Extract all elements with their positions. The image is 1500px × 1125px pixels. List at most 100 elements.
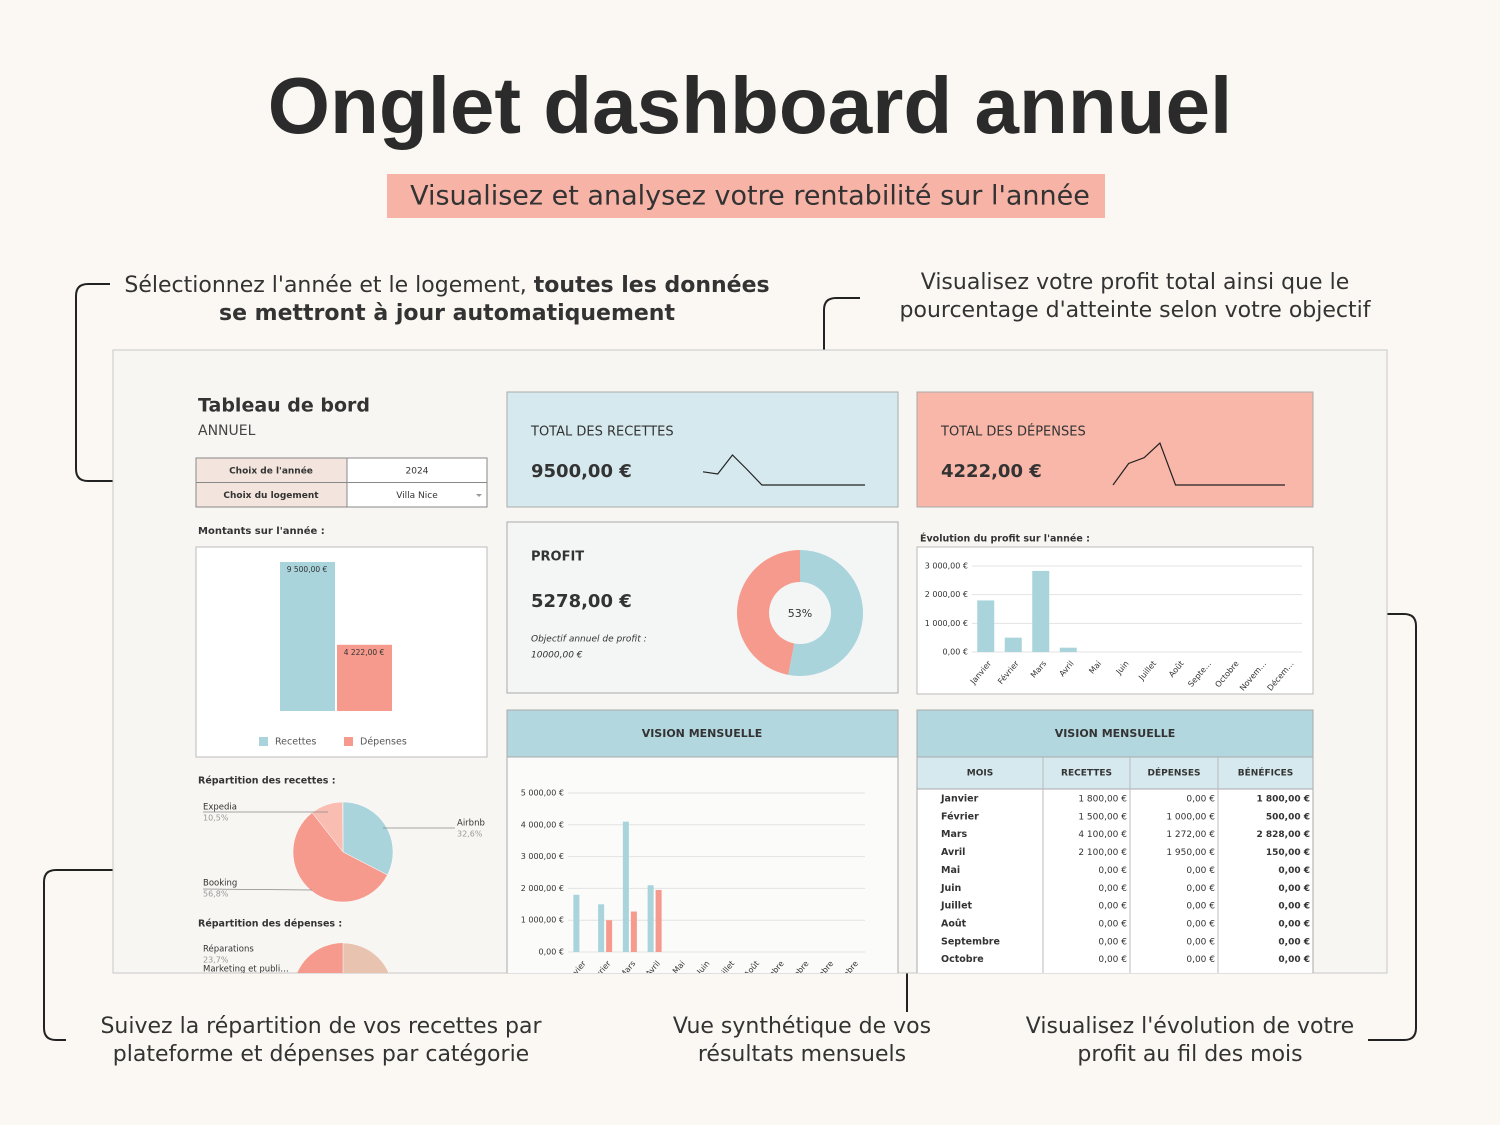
table-title: VISION MENSUELLE bbox=[1055, 727, 1176, 740]
pie-slice bbox=[342, 942, 390, 973]
y-tick-label: 2 000,00 € bbox=[521, 884, 564, 893]
callout-text: Visualisez l'évolution de votre bbox=[1026, 1014, 1354, 1039]
table-cell: Avril bbox=[941, 847, 965, 858]
kpi-box bbox=[506, 391, 899, 508]
panel bbox=[195, 546, 488, 758]
table-cell: 0,00 € bbox=[1278, 902, 1310, 912]
table-cell: 0,00 € bbox=[1186, 955, 1215, 965]
kpi-label: TOTAL DES RECETTES bbox=[530, 425, 674, 440]
callout-text: plateforme et dépenses par catégorie bbox=[113, 1042, 529, 1067]
donut-segment bbox=[788, 550, 863, 676]
donut-label: 53% bbox=[788, 607, 812, 620]
slice-value: 32,6% bbox=[457, 830, 483, 839]
legend-label: Recettes bbox=[275, 737, 316, 748]
callout: Sélectionnez l'année et le logement, tou… bbox=[124, 273, 769, 298]
table-header: RECETTES bbox=[1061, 769, 1112, 779]
table-cell: 0,00 € bbox=[1098, 955, 1127, 965]
table-cell: 2 828,00 € bbox=[1256, 830, 1310, 840]
dashboard-subtitle: ANNUEL bbox=[198, 423, 256, 439]
table-cell: 1 800,00 € bbox=[1078, 795, 1127, 805]
chart-title: Répartition des dépenses : bbox=[198, 919, 342, 930]
callout-text: profit au fil des mois bbox=[1077, 1042, 1302, 1067]
y-tick-label: 4 000,00 € bbox=[521, 820, 564, 829]
chart-title: Évolution du profit sur l'année : bbox=[920, 533, 1090, 545]
table-cell: 0,00 € bbox=[1186, 884, 1215, 894]
dashboard-title: Tableau de bord bbox=[198, 395, 370, 417]
y-tick-label: 0,00 € bbox=[539, 948, 564, 957]
kpi-label: TOTAL DES DÉPENSES bbox=[940, 424, 1086, 440]
table-cell: 1 500,00 € bbox=[1078, 812, 1127, 822]
table-cell: 0,00 € bbox=[1278, 866, 1310, 876]
callout-text: Suivez la répartition de vos recettes pa… bbox=[100, 1014, 542, 1039]
kpi-value: 9500,00 € bbox=[531, 461, 632, 482]
bar bbox=[977, 600, 995, 652]
bar bbox=[606, 920, 613, 952]
chart-title: Répartition des recettes : bbox=[198, 776, 336, 787]
data-label: 4 222,00 € bbox=[344, 648, 385, 657]
dashboard: Tableau de bord ANNUEL Choix de l'année 2… bbox=[195, 391, 1314, 975]
table-header: BÉNÉFICES bbox=[1238, 767, 1293, 779]
legend-label: Dépenses bbox=[360, 737, 407, 748]
table-cell: 1 800,00 € bbox=[1256, 795, 1310, 805]
bar bbox=[655, 889, 662, 952]
table-cell: 0,00 € bbox=[1098, 866, 1127, 876]
selector-value: 2024 bbox=[406, 467, 429, 477]
table-cell: 0,00 € bbox=[1278, 884, 1310, 894]
selector-label-cell bbox=[195, 457, 348, 483]
arrow bbox=[43, 869, 158, 1041]
selector-label-cell bbox=[195, 482, 348, 508]
kpi-box bbox=[916, 391, 1314, 508]
bar bbox=[1059, 647, 1077, 652]
table-cell: 500,00 € bbox=[1266, 812, 1310, 822]
slice-label: Marketing et publi… bbox=[203, 965, 289, 975]
slice-value: 10,5% bbox=[203, 814, 229, 823]
panel-header bbox=[916, 709, 1314, 758]
slice-label: Réparations bbox=[203, 944, 254, 955]
panel-header bbox=[506, 709, 899, 758]
bar bbox=[1032, 570, 1050, 652]
panel-title: VISION MENSUELLE bbox=[642, 727, 763, 740]
table-cell: 0,00 € bbox=[1098, 902, 1127, 912]
bar bbox=[280, 562, 335, 711]
pie-slice bbox=[311, 801, 344, 853]
arrow bbox=[1254, 613, 1417, 1041]
table-cell: Février bbox=[941, 811, 979, 822]
callout-bold: toutes les données bbox=[534, 273, 770, 298]
bar bbox=[647, 885, 654, 952]
callout-text: Sélectionnez l'année et le logement, bbox=[124, 273, 526, 298]
y-tick-label: 5 000,00 € bbox=[521, 789, 564, 798]
page-title: Onglet dashboard annuel bbox=[268, 61, 1233, 150]
table-cell: 1 272,00 € bbox=[1166, 830, 1215, 840]
page-subtitle: Visualisez et analysez votre rentabilité… bbox=[410, 181, 1090, 212]
pie-slice bbox=[292, 812, 388, 903]
donut-remainder bbox=[737, 550, 800, 675]
bar bbox=[622, 821, 629, 952]
legend-swatch bbox=[344, 737, 353, 746]
bar bbox=[573, 894, 580, 952]
table-cell: 4 100,00 € bbox=[1078, 830, 1127, 840]
bar bbox=[1004, 637, 1022, 652]
table-cell: 0,00 € bbox=[1278, 919, 1310, 929]
slice-value: 23,7% bbox=[203, 956, 229, 965]
table-cell: Septembre bbox=[941, 936, 1000, 947]
selector-value-cell[interactable] bbox=[346, 482, 488, 508]
note: 10000,00 € bbox=[531, 651, 583, 661]
subtitle-band bbox=[387, 174, 1105, 218]
y-tick-label: 3 000,00 € bbox=[925, 562, 968, 571]
table-cell: Mars bbox=[941, 829, 968, 840]
callout-text: Visualisez votre profit total ainsi que … bbox=[921, 270, 1349, 295]
sparkline bbox=[1112, 441, 1285, 486]
table-cell: 150,00 € bbox=[1266, 848, 1310, 858]
data-label: 9 500,00 € bbox=[287, 565, 328, 574]
table-cell: Août bbox=[941, 918, 967, 929]
bar bbox=[337, 644, 392, 711]
bar bbox=[598, 904, 605, 952]
selector-value-cell[interactable] bbox=[346, 457, 488, 483]
table-cell: 0,00 € bbox=[1278, 937, 1310, 947]
y-tick-label: 1 000,00 € bbox=[521, 916, 564, 925]
y-tick-label: 2 000,00 € bbox=[925, 590, 968, 599]
table-cell: 0,00 € bbox=[1186, 795, 1215, 805]
kpi-label: PROFIT bbox=[531, 550, 584, 565]
y-tick-label: 3 000,00 € bbox=[521, 852, 564, 861]
